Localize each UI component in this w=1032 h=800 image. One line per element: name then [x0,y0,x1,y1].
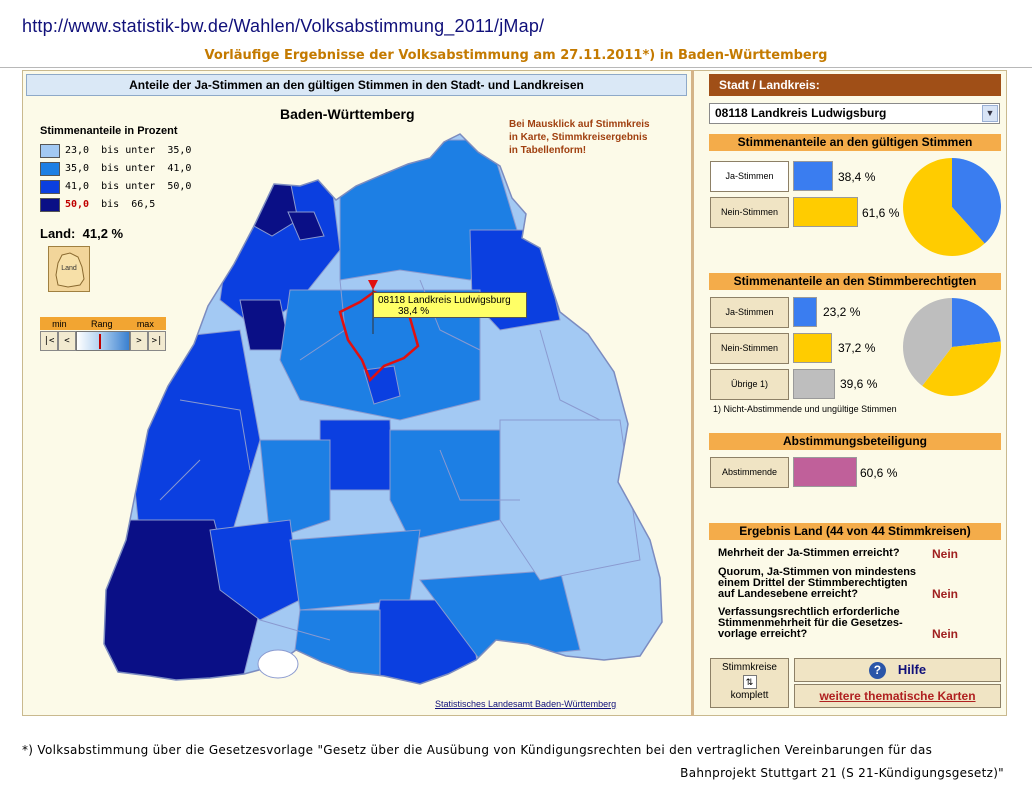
result-answer-1: Nein [932,547,959,561]
land-button[interactable]: Land [48,246,90,292]
selected-district-outline[interactable] [338,290,420,383]
turnout-button[interactable]: Abstimmende [710,457,789,488]
valid-votes-header: Stimmenanteile an den gültigen Stimmen [709,134,1001,151]
rang-first-button[interactable]: |< [40,331,58,351]
district-shapes[interactable] [100,130,670,690]
turnout-bar [793,457,857,487]
stimmkreise-sublabel: komplett [730,690,769,701]
legend-text: 23,0 bis unter 35,0 [65,145,192,156]
legend-swatch [40,179,60,194]
result-question-1: Mehrheit der Ja-Stimmen erreicht? [718,547,900,559]
land-total: Land: 41,2 % [40,226,124,241]
eligible-votes-pie [903,298,1001,396]
valid-yes-bar [793,161,834,191]
valid-no-value: 61,6 % [862,206,900,220]
district-select[interactable]: 08118 Landkreis Ludwigsburg ▼ [709,103,1000,124]
legend-swatch [40,143,60,158]
result-answer-2: Nein [932,587,959,601]
rang-next-button[interactable]: > [130,331,148,351]
help-label: Hilfe [897,662,927,677]
more-maps-link[interactable]: weitere thematische Karten [794,684,1001,708]
district-map[interactable] [0,0,700,716]
legend-row-2: 35,0 bis unter 41,0 [40,161,191,176]
eligible-yes-value: 23,2 % [823,305,861,319]
legend-text: 35,0 bis unter 41,0 [65,163,192,174]
valid-yes-button[interactable]: Ja-Stimmen [710,161,789,192]
legend-title: Stimmenanteile in Prozent [40,125,178,137]
rang-slider-marker[interactable] [99,334,101,349]
legend-swatch [40,161,60,176]
turnout-header: Abstimmungsbeteiligung [709,433,1001,450]
eligible-yes-bar [793,297,818,327]
tooltip-value: 38,4 % [398,306,430,317]
header-rule [0,67,1032,68]
eligible-yes-button[interactable]: Ja-Stimmen [710,297,789,328]
eligible-other-button[interactable]: Übrige 1) [710,369,789,400]
valid-votes-pie [903,158,1001,256]
pie-slice-2 [903,158,985,256]
page-subtitle: Vorläufige Ergebnisse der Volksabstimmun… [204,48,828,63]
pie-slice-1 [952,158,1001,244]
footnote-line-1: *) Volksabstimmung über die Gesetzesvorl… [22,743,933,757]
land-result-header: Ergebnis Land (44 von 44 Stimmkreisen) [709,523,1001,540]
eligible-no-button[interactable]: Nein-Stimmen [710,333,789,364]
legend-text: 41,0 bis unter 50,0 [65,181,192,192]
click-hint: Bei Mausklick auf Stimmkreis in Karte, S… [509,119,650,156]
stimmkreise-label: Stimmkreise [721,662,777,673]
result-question-2: Quorum, Ja-Stimmen von mindestens einem … [718,566,917,600]
eligible-note: 1) Nicht-Abstimmende und ungültige Stimm… [713,404,897,414]
eligible-no-bar [793,333,833,363]
map-panel-header: Anteile der Ja-Stimmen an den gültigen S… [26,74,687,96]
legend-row-4: 50,0 bis 66,5 [40,197,155,212]
eligible-votes-header: Stimmenanteile an den Stimmberechtigten [709,273,1001,290]
rang-controls: |< < > >| [40,331,166,351]
result-answer-3: Nein [932,627,959,641]
chevron-down-icon[interactable]: ▼ [982,105,998,122]
help-icon: ? [868,662,886,680]
stimmkreise-complete-button[interactable]: Stimmkreise ⇅ komplett [710,658,789,708]
state-border [103,133,663,685]
eligible-no-value: 37,2 % [838,341,876,355]
eligible-other-value: 39,6 % [840,377,878,391]
help-button[interactable]: ? Hilfe [794,658,1001,682]
pie-slice-1 [952,298,1001,347]
footnote-line-2: Bahnprojekt Stuttgart 21 (S 21-Kündigung… [680,766,1004,780]
legend-text: 50,0 bis 66,5 [65,199,156,210]
district-header: Stadt / Landkreis: [709,74,1001,96]
turnout-value: 60,6 % [860,466,898,480]
eligible-other-bar [793,369,835,399]
marker-flag-icon [368,280,378,290]
rang-prev-button[interactable]: < [58,331,76,351]
pie-slice-3 [903,298,952,386]
result-question-3: Verfassungsrechtlich erforderliche Stimm… [718,606,903,640]
pie-slice-2 [922,341,1001,396]
state-outline-icon [55,252,85,288]
page-url: http://www.statistik-bw.de/Wahlen/Volksa… [22,16,545,36]
panel-divider [691,70,694,716]
district-select-value: 08118 Landkreis Ludwigsburg [715,106,887,120]
rang-last-button[interactable]: >| [148,331,166,351]
credit-link[interactable]: Statistisches Landesamt Baden-Württember… [435,699,617,709]
legend-row-1: 23,0 bis unter 35,0 [40,143,191,158]
rang-header: min Rang max [40,317,166,330]
tooltip-name: 08118 Landkreis Ludwigsburg [378,295,511,306]
valid-no-button[interactable]: Nein-Stimmen [710,197,789,228]
valid-yes-value: 38,4 % [838,170,876,184]
district-tooltip: 08118 Landkreis Ludwigsburg 38,4 % [373,292,527,318]
rang-slider[interactable] [76,331,130,351]
map-title: Baden-Württemberg [280,106,415,122]
legend-swatch [40,197,60,212]
valid-no-bar [793,197,858,227]
lake-constance [257,649,299,679]
refresh-icon: ⇅ [742,675,757,689]
legend-row-3: 41,0 bis unter 50,0 [40,179,191,194]
